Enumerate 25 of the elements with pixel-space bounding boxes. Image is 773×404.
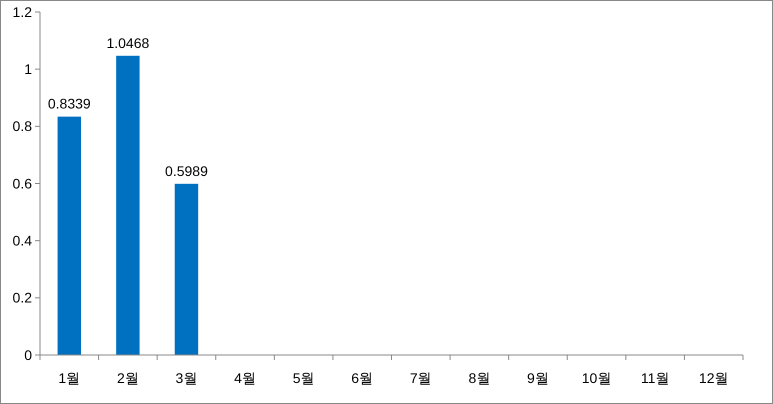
x-tick-label: 4월 [234,370,256,386]
x-tick-label: 11월 [640,370,670,386]
bar [174,184,198,355]
y-tick-label: 0.2 [12,290,32,306]
y-tick-label: 0 [24,346,32,363]
bar [116,56,140,355]
x-tick-label: 12월 [698,370,728,386]
y-tick-label: 0.4 [12,232,32,249]
x-tick-label: 5월 [292,370,315,386]
x-tick-label: 7월 [410,370,432,386]
data-label: 0.8339 [48,96,91,112]
x-tick-label: 2월 [116,370,139,386]
data-label: 0.5989 [165,162,208,179]
x-tick-label: 6월 [351,370,374,386]
y-tick-label: 1 [24,61,32,78]
x-tick-label: 3월 [176,370,198,386]
x-tick-label: 8월 [468,370,490,386]
x-tick-label: 10월 [582,370,612,386]
x-tick-label: 1월 [58,370,80,386]
x-tick-label: 9월 [527,370,549,386]
y-tick-label: 0.6 [12,175,32,192]
data-label: 1.0468 [106,34,150,51]
y-tick-label: 1.2 [12,4,32,20]
y-tick-label: 0.8 [12,118,32,134]
bar [58,116,82,355]
